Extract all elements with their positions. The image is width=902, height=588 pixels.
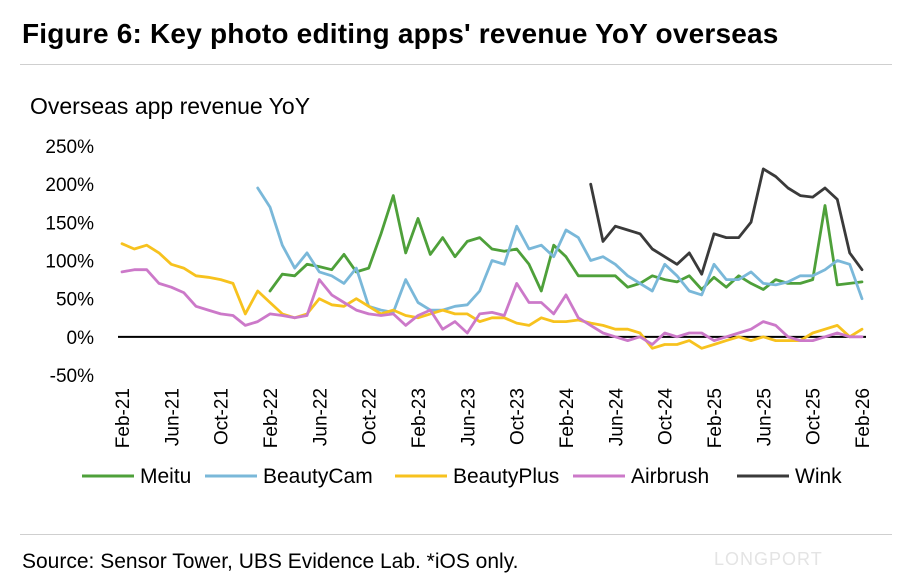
chart-title: Overseas app revenue YoY	[30, 93, 311, 119]
y-axis-ticks: -50% 0% 50% 100% 150% 200% 250%	[45, 137, 94, 387]
y-tick-label: 0%	[67, 328, 95, 349]
x-tick-label: Jun-24	[606, 388, 627, 447]
x-tick-label: Feb-26	[853, 388, 874, 448]
series-line-meitu	[268, 194, 864, 293]
legend-label: BeautyCam	[263, 465, 373, 488]
y-tick-label: -50%	[50, 366, 94, 387]
legend-label: BeautyPlus	[453, 465, 559, 488]
x-tick-label: Oct-22	[360, 388, 381, 445]
x-tick-label: Jun-22	[310, 388, 331, 446]
x-tick-label: Jun-21	[162, 388, 183, 446]
legend-item-beautycam: BeautyCam	[205, 465, 373, 488]
x-tick-label: Oct-24	[656, 388, 677, 445]
legend-item-airbrush: Airbrush	[573, 465, 709, 488]
watermark-logo: LONGPORT	[714, 549, 823, 569]
x-tick-label: Feb-22	[261, 388, 282, 448]
x-tick-label: Oct-25	[804, 388, 825, 445]
series-line-wink	[589, 167, 864, 276]
y-tick-label: 200%	[45, 175, 94, 196]
series-line-airbrush	[120, 268, 864, 346]
legend-item-beautyplus: BeautyPlus	[395, 465, 559, 488]
y-tick-label: 150%	[45, 213, 94, 234]
x-axis-ticks: Feb-21 Jun-21 Oct-21 Feb-22 Jun-22 Oct-22 Feb-…	[113, 388, 874, 449]
legend-label: Wink	[795, 465, 842, 488]
series-lines	[120, 167, 864, 350]
source-note: Source: Sensor Tower, UBS Evidence Lab. …	[22, 550, 519, 573]
legend-label: Meitu	[140, 465, 191, 488]
x-tick-label: Jun-23	[458, 388, 479, 446]
figure-title: Figure 6: Key photo editing apps' revenu…	[22, 18, 779, 49]
x-tick-label: Feb-23	[409, 388, 430, 448]
legend-label: Airbrush	[631, 465, 709, 488]
bottom-divider	[20, 534, 892, 535]
series-line-beautyplus	[120, 242, 864, 350]
legend: Meitu BeautyCam BeautyPlus Airbrush Wink	[82, 465, 842, 488]
x-tick-label: Feb-21	[113, 388, 134, 448]
x-tick-label: Jun-25	[754, 388, 775, 446]
x-tick-label: Oct-21	[212, 388, 233, 445]
legend-item-wink: Wink	[737, 465, 842, 488]
y-tick-label: 250%	[45, 137, 94, 158]
series-line-beautycam	[256, 186, 864, 314]
y-tick-label: 100%	[45, 252, 94, 273]
line-chart: -50% 0% 50% 100% 150% 200% 250% Feb-21 Jun-21 Oc…	[45, 137, 874, 488]
x-tick-label: Feb-25	[705, 388, 726, 448]
legend-item-meitu: Meitu	[82, 465, 191, 488]
x-tick-label: Oct-23	[508, 388, 529, 445]
x-tick-label: Feb-24	[557, 388, 578, 449]
y-tick-label: 50%	[56, 290, 94, 311]
top-divider	[20, 64, 892, 65]
